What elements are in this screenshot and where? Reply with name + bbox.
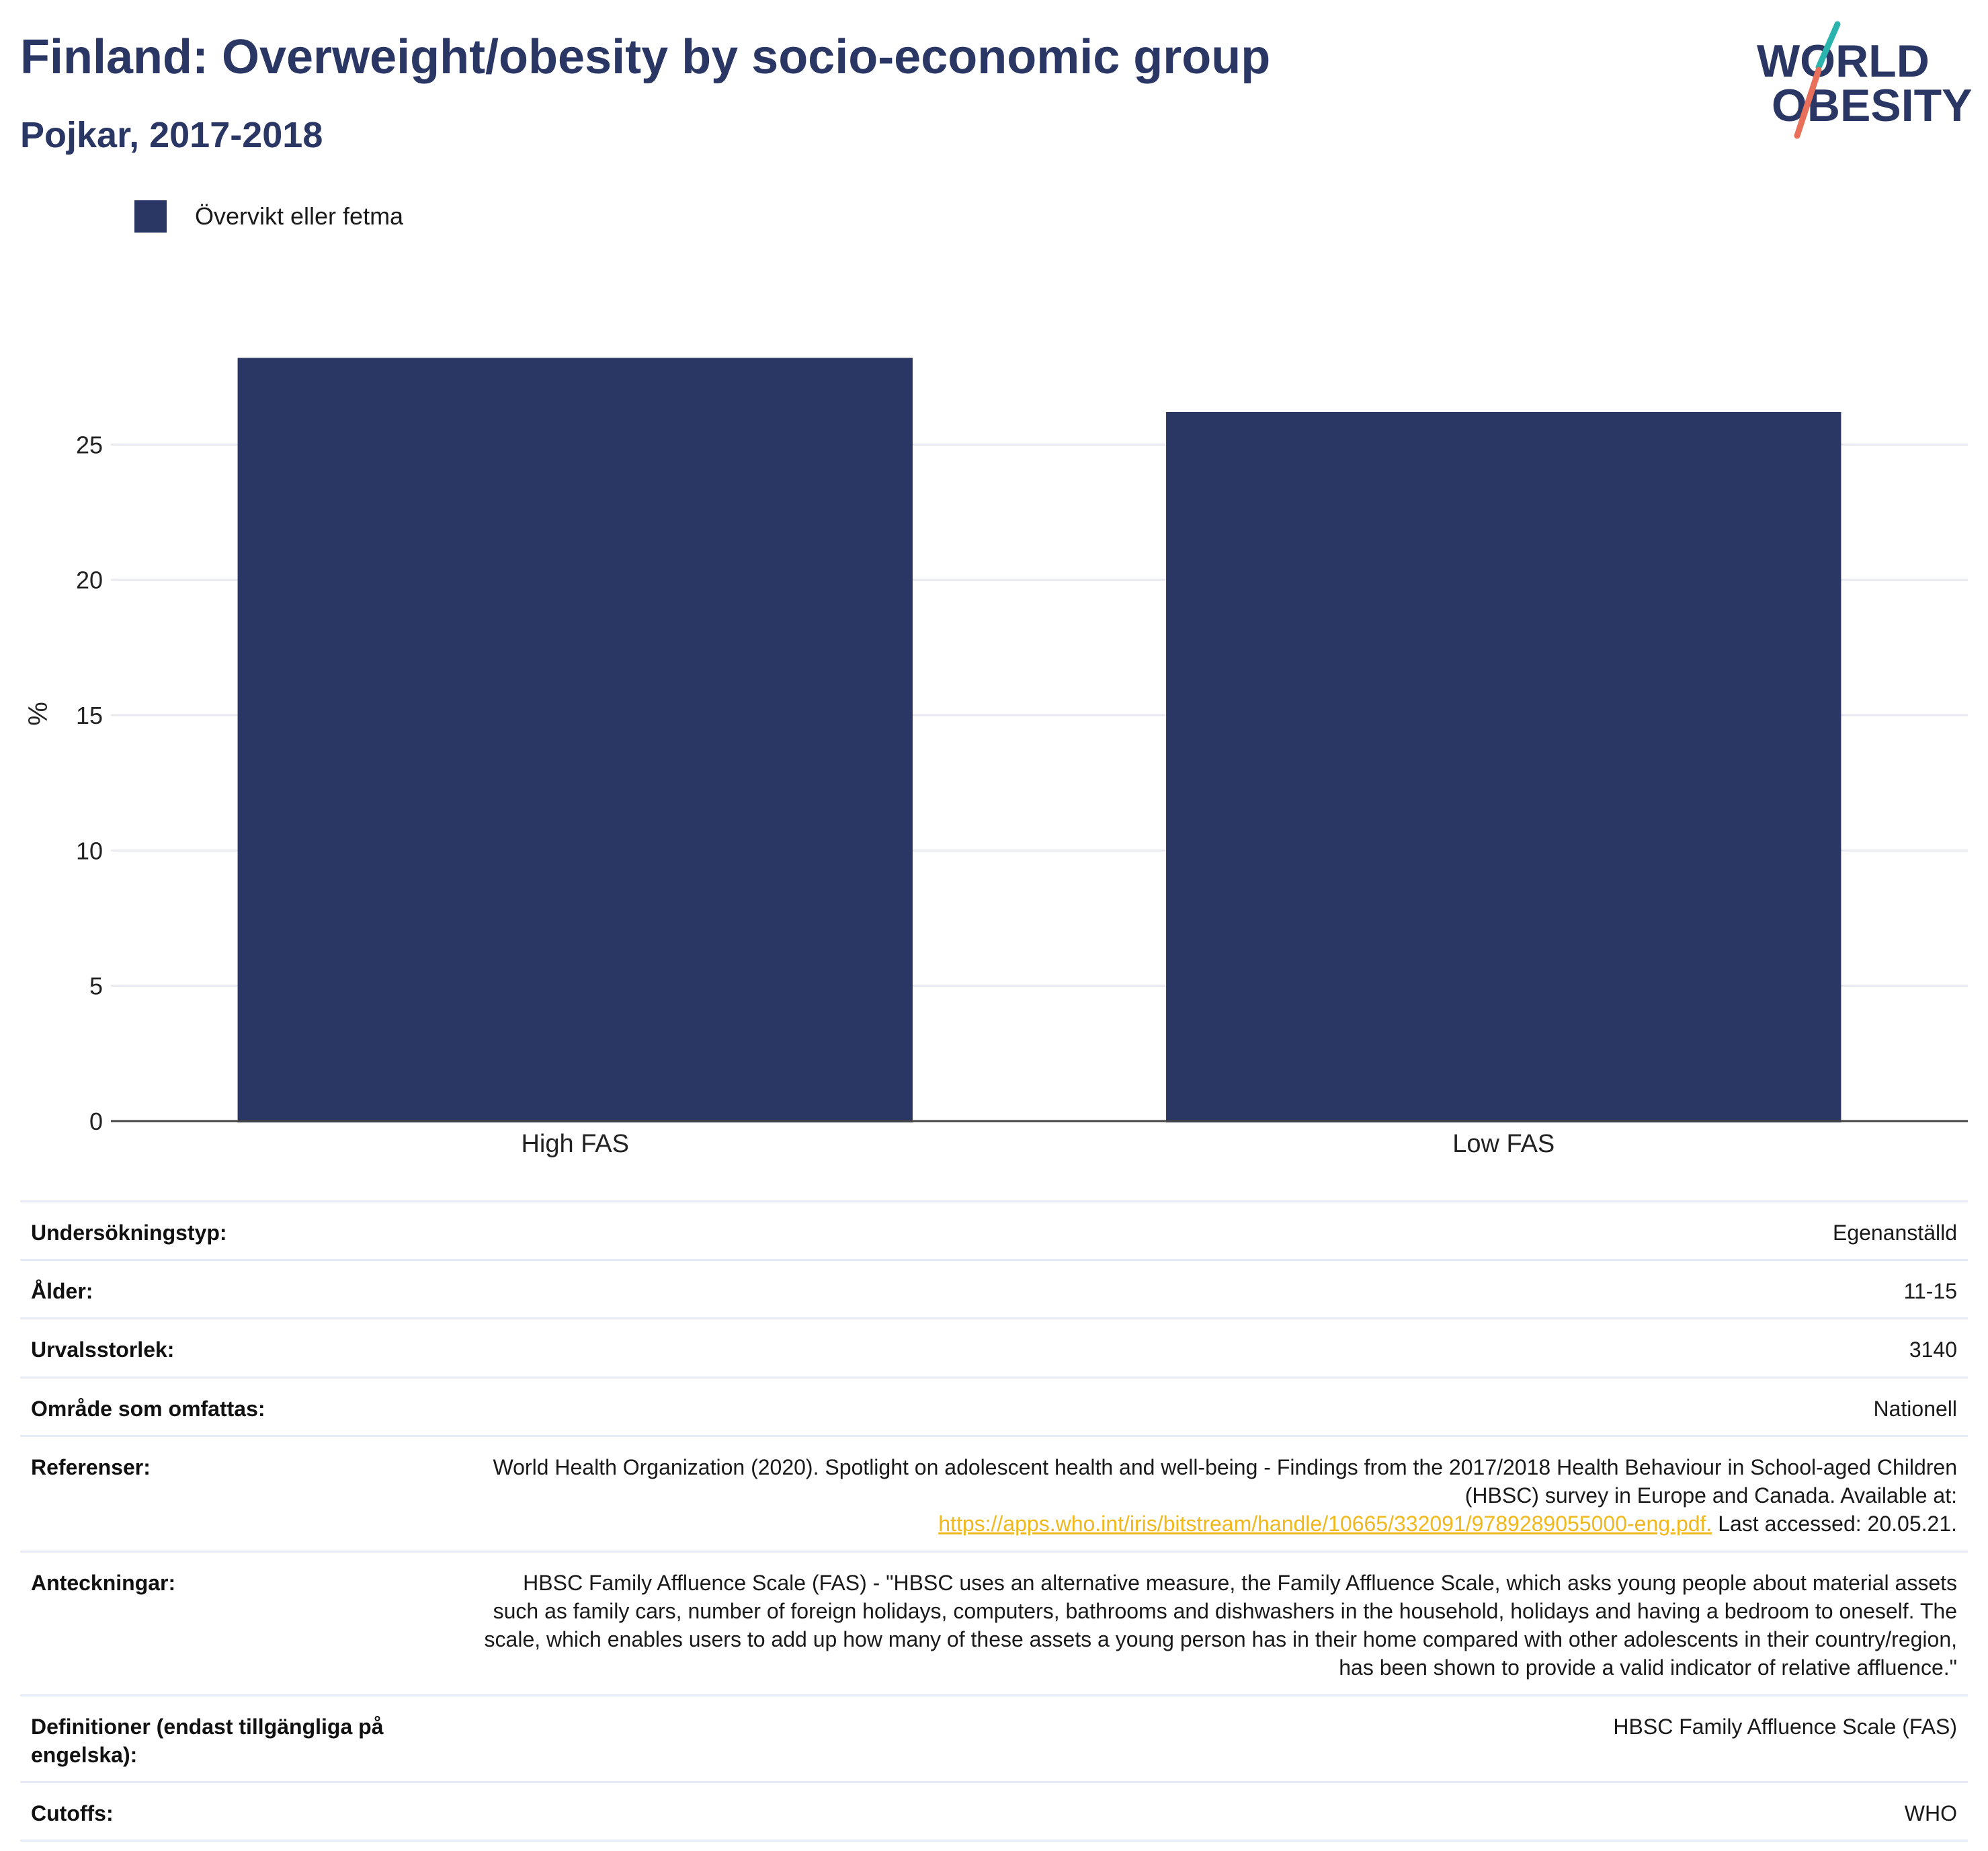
legend-swatch	[134, 200, 167, 233]
info-value: 11-15	[1903, 1279, 1957, 1304]
references-value: World Health Organization (2020). Spotli…	[472, 1436, 1968, 1551]
cutoffs-value: WHO	[1904, 1801, 1957, 1826]
info-value: Nationell	[1873, 1396, 1957, 1421]
info-value: 3140	[1909, 1338, 1957, 1362]
y-tick-label: 10	[76, 837, 103, 864]
table-row: Urvalsstorlek: 3140	[20, 1318, 1968, 1377]
chart-legend[interactable]: Övervikt eller fetma	[134, 200, 403, 233]
world-obesity-logo[interactable]: WORLD OBESITY	[1754, 20, 1976, 141]
cutoffs-label: Cutoffs:	[31, 1801, 114, 1826]
bar-chart: 0 5 10 15 20 25 High FAS Low FAS%	[24, 358, 1968, 1158]
references-text: World Health Organization (2020). Spotli…	[493, 1454, 1957, 1508]
definitions-label: Definitioner (endast tillgängliga på eng…	[31, 1714, 384, 1767]
info-label: Undersökningstyp:	[31, 1221, 227, 1245]
info-label: Ålder:	[31, 1279, 93, 1304]
references-label: Referenser:	[31, 1454, 151, 1479]
bar	[1166, 412, 1841, 1122]
y-tick-label: 20	[76, 567, 103, 594]
notes-label: Anteckningar:	[31, 1570, 176, 1595]
page-title: Finland: Overweight/obesity by socio-eco…	[20, 30, 1271, 84]
survey-info-table: Undersökningstyp: Egenanställd Ålder: 11…	[20, 1200, 1968, 1842]
info-value: Egenanställd	[1832, 1221, 1957, 1245]
legend-label: Övervikt eller fetma	[195, 202, 404, 230]
y-axis-title: %	[24, 702, 53, 726]
definitions-value: HBSC Family Affluence Scale (FAS)	[1613, 1714, 1957, 1739]
y-tick-label: 25	[76, 431, 103, 458]
table-row: Område som omfattas: Nationell	[20, 1377, 1968, 1436]
table-row: Ålder: 11-15	[20, 1260, 1968, 1319]
table-row: Undersökningstyp: Egenanställd	[20, 1201, 1968, 1260]
table-row: Referenser: World Health Organization (2…	[20, 1436, 1968, 1551]
page-subtitle: Pojkar, 2017-2018	[20, 115, 323, 155]
logo-slash-top	[1815, 21, 1841, 71]
y-tick-label: 0	[89, 1108, 103, 1135]
logo-text-world: WORLD	[1757, 36, 1930, 87]
info-label: Urvalsstorlek:	[31, 1338, 175, 1362]
logo-slash-bottom	[1794, 67, 1822, 139]
references-suffix: Last accessed: 20.05.21.	[1718, 1512, 1957, 1536]
bar	[237, 358, 913, 1122]
notes-value: HBSC Family Affluence Scale (FAS) - "HBS…	[484, 1570, 1957, 1680]
y-tick-label: 15	[76, 702, 103, 729]
x-tick-label: High FAS	[521, 1130, 629, 1158]
y-tick-label: 5	[89, 973, 103, 1000]
table-row: Cutoffs: WHO	[20, 1782, 1968, 1841]
info-label: Område som omfattas:	[31, 1396, 265, 1421]
table-row: Anteckningar: HBSC Family Affluence Scal…	[20, 1551, 1968, 1695]
logo-mark: WORLD OBESITY	[1757, 21, 1973, 139]
references-link[interactable]: https://apps.who.int/iris/bitstream/hand…	[938, 1512, 1712, 1536]
table-row: Definitioner (endast tillgängliga på eng…	[20, 1695, 1968, 1782]
x-tick-label: Low FAS	[1452, 1130, 1555, 1158]
